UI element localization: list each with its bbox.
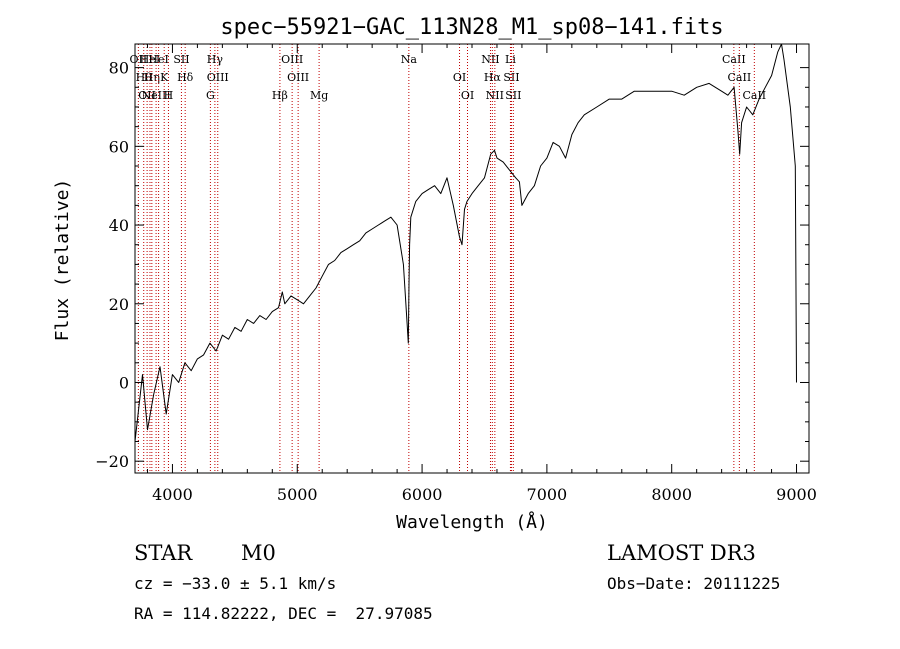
x-tick-label: 4000 [152, 485, 193, 504]
x-tick-label: 7000 [527, 485, 568, 504]
line-marker-label: K [160, 71, 169, 84]
line-marker-label: CaII [728, 71, 752, 84]
chart-title: spec−55921−GAC_113N28_M1_sp08−141.fits [220, 15, 723, 40]
line-marker-label: OI [453, 71, 466, 84]
y-axis-label: Flux (relative) [52, 179, 73, 342]
spectrum-series [134, 43, 797, 442]
subclass: M0 [241, 541, 276, 565]
x-axis-ticks: 4000 5000 6000 7000 8000 9000 [146, 44, 817, 504]
line-marker-label: Hγ [207, 53, 224, 66]
y-tick-label: 60 [109, 137, 129, 156]
line-marker-label: CaII [722, 53, 746, 66]
line-marker-label: Li [505, 53, 516, 66]
line-marker-label: OI [461, 89, 474, 102]
line-marker-label: SII [503, 71, 519, 84]
line-marker-label: Hη [144, 71, 160, 84]
line-marker-label: OII [130, 53, 148, 66]
x-tick-label: 8000 [651, 485, 692, 504]
line-marker-label: Hα [484, 71, 502, 84]
line-marker-label: NeIII [142, 89, 171, 102]
line-marker-label: HeI [148, 53, 168, 66]
y-tick-label: 40 [109, 216, 129, 235]
observation-date: Obs−Date: 20111225 [607, 574, 780, 593]
line-marker-label: HeI [140, 53, 160, 66]
line-marker-label: Hβ [272, 89, 288, 102]
line-marker-label: CaII [742, 89, 766, 102]
line-marker-label: OIII [207, 71, 229, 84]
x-tick-label: 5000 [277, 485, 318, 504]
line-marker-label: Hθ [136, 71, 153, 84]
line-marker-label: OIII [287, 71, 309, 84]
spectrum-line [134, 43, 797, 442]
line-marker-label: Hδ [177, 71, 194, 84]
line-marker-label: SII [173, 53, 189, 66]
coordinates: RA = 114.82222, DEC = 27.97085 [134, 604, 433, 623]
y-tick-label: −20 [95, 452, 129, 471]
y-tick-label: 80 [109, 59, 129, 78]
line-marker-label: NII [486, 89, 504, 102]
line-marker-label: Na [401, 53, 418, 66]
line-marker-label: OIII [281, 53, 303, 66]
line-marker-label: SII [505, 89, 521, 102]
line-marker-label: Mg [310, 89, 328, 102]
x-tick-label: 6000 [402, 485, 443, 504]
survey-name: LAMOST DR3 [607, 541, 756, 565]
line-marker-label: G [206, 89, 215, 102]
redshift-info: cz = −33.0 ± 5.1 km/s [134, 574, 336, 593]
x-tick-label: 9000 [776, 485, 817, 504]
y-tick-label: 0 [119, 373, 129, 392]
line-marker-label: NII [481, 53, 499, 66]
line-marker-label: H [164, 89, 174, 102]
plot-frame [134, 43, 810, 474]
object-type: STAR [134, 541, 193, 565]
emission-line-markers: OIIHθOIIHeIHηNeIIIHeIKHSIIHδGHγOIIIHβOII… [130, 44, 766, 473]
y-tick-label: 20 [109, 295, 129, 314]
x-axis-label: Wavelength (Å) [396, 511, 548, 533]
y-axis-ticks: −20 0 20 40 60 80 [95, 59, 809, 471]
